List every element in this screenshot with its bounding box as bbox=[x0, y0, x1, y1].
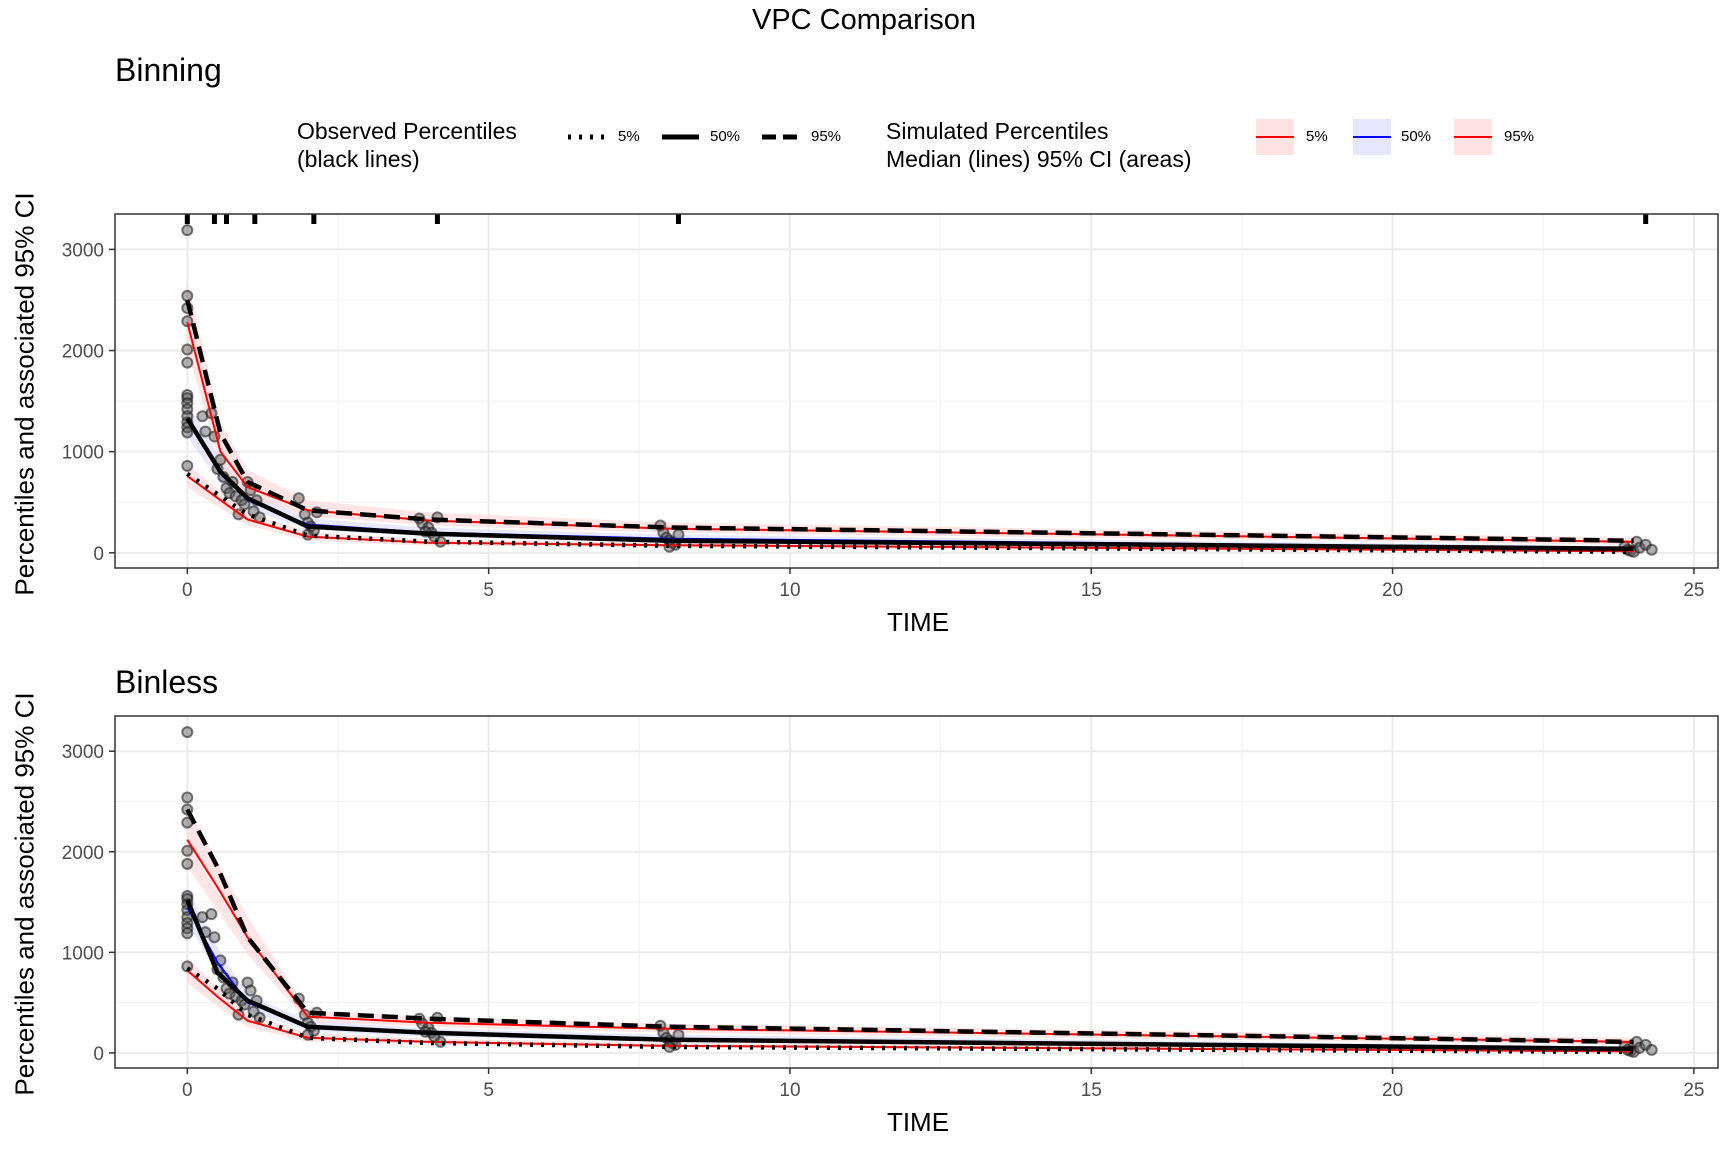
x-tick-label: 0 bbox=[182, 580, 193, 601]
y-tick-label: 3000 bbox=[62, 742, 104, 763]
observed-data-point bbox=[238, 498, 251, 511]
simulated-legend-label-95: 95% bbox=[1504, 128, 1535, 145]
simulated-legend-label-5: 5% bbox=[1306, 128, 1328, 145]
observed-data-point bbox=[181, 343, 194, 356]
observed-legend-title: Observed Percentiles (black lines) bbox=[297, 117, 517, 173]
observed-data-point bbox=[244, 984, 257, 997]
observed-data-point bbox=[181, 224, 194, 237]
observed-data-point bbox=[181, 791, 194, 804]
simulated-legend-title: Simulated Percentiles Median (lines) 95%… bbox=[886, 117, 1192, 173]
observed-data-point bbox=[223, 487, 236, 500]
observed-data-point bbox=[199, 425, 212, 438]
observed-legend-label-50: 50% bbox=[710, 128, 741, 145]
panel-title-binning: Binning bbox=[115, 52, 222, 88]
simulated-line-95 bbox=[186, 839, 1634, 1043]
simulated-line-5 bbox=[186, 475, 1634, 553]
x-tick-label: 15 bbox=[1081, 580, 1102, 601]
observed-data-point bbox=[181, 459, 194, 472]
chart-main-title: VPC Comparison bbox=[751, 4, 977, 36]
observed-legend-label-5: 5% bbox=[618, 128, 640, 145]
observed-data-point bbox=[1633, 1041, 1646, 1054]
x-tick-label: 20 bbox=[1382, 580, 1403, 601]
observed-data-point bbox=[1645, 543, 1658, 556]
simulated-line-5 bbox=[186, 969, 1634, 1053]
y-tick-label: 2000 bbox=[62, 843, 104, 864]
observed-legend-title-line2: (black lines) bbox=[297, 146, 420, 172]
x-tick-label: 10 bbox=[779, 580, 800, 601]
observed-data-point bbox=[181, 844, 194, 857]
simulated-ci-area-95 bbox=[187, 806, 1634, 1045]
observed-data-point bbox=[205, 908, 218, 921]
observed-data-point bbox=[181, 927, 194, 940]
simulated-ci-area-95 bbox=[187, 279, 1634, 545]
simulated-legend-title-line2: Median (lines) 95% CI (areas) bbox=[886, 146, 1192, 172]
observed-data-point bbox=[1633, 541, 1646, 554]
observed-data-point bbox=[181, 426, 194, 439]
observed-data-point bbox=[181, 726, 194, 739]
observed-data-point bbox=[181, 356, 194, 369]
x-tick-label: 0 bbox=[182, 1080, 193, 1101]
simulated-legend-title-line1: Simulated Percentiles bbox=[886, 118, 1109, 144]
x-tick-label: 25 bbox=[1683, 1080, 1704, 1101]
x-tick-label: 5 bbox=[483, 580, 494, 601]
y-tick-label: 2000 bbox=[62, 342, 104, 363]
simulated-line-95 bbox=[186, 321, 1634, 543]
panel-border-binless bbox=[114, 715, 1719, 1069]
y-tick-label: 0 bbox=[93, 544, 104, 565]
simulated-legend-label-50: 50% bbox=[1401, 128, 1432, 145]
y-tick-label: 0 bbox=[93, 1044, 104, 1065]
x-tick-label: 5 bbox=[483, 1080, 494, 1101]
x-tick-label: 20 bbox=[1382, 1080, 1403, 1101]
observed-data-point bbox=[1645, 1043, 1658, 1056]
observed-data-point bbox=[292, 492, 305, 505]
y-tick-label: 3000 bbox=[62, 240, 104, 261]
observed-legend-label-95: 95% bbox=[811, 128, 842, 145]
observed-data-point bbox=[208, 931, 221, 944]
x-tick-label: 15 bbox=[1081, 1080, 1102, 1101]
x-tick-label: 25 bbox=[1683, 580, 1704, 601]
observed-data-point bbox=[181, 857, 194, 870]
x-axis-title-binless: TIME bbox=[886, 1107, 950, 1137]
panel-border-binning bbox=[114, 213, 1719, 569]
y-tick-label: 1000 bbox=[62, 943, 104, 964]
panel-background-binless bbox=[115, 716, 1718, 1068]
x-tick-label: 10 bbox=[779, 1080, 800, 1101]
observed-line-50 bbox=[185, 899, 1634, 1052]
x-axis-title-binning: TIME bbox=[886, 607, 950, 637]
observed-legend-title-line1: Observed Percentiles bbox=[297, 118, 517, 144]
y-tick-label: 1000 bbox=[62, 443, 104, 464]
panel-title-binless: Binless bbox=[115, 664, 219, 700]
legend-keys bbox=[568, 119, 1492, 155]
observed-line-50 bbox=[185, 417, 1634, 552]
